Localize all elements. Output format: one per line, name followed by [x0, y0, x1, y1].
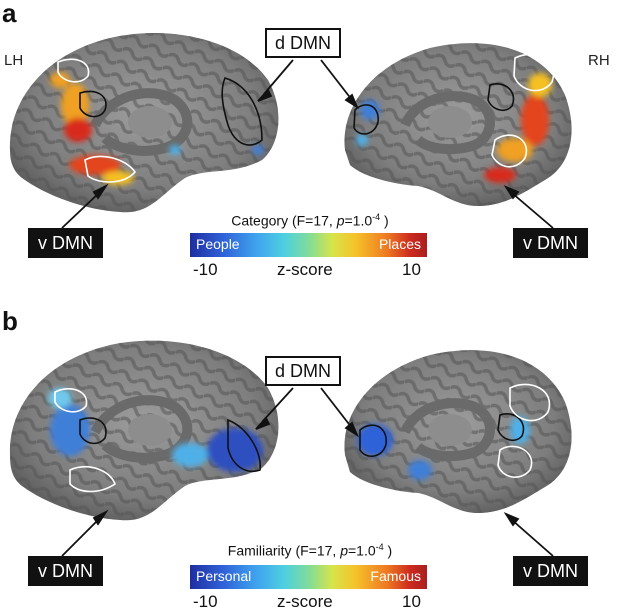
- panel-b-letter: b: [2, 306, 18, 336]
- panel-b-ventral-dmn-right-label: v DMN: [513, 556, 588, 586]
- panel-a-colorbar-unit: z-score: [277, 260, 333, 279]
- brain-b-left: [9, 340, 279, 521]
- panel-b-colorbar-title: Familiarity (F=17, p=1.0-4 ): [227, 542, 393, 559]
- panel-a-colorbar-right-end: Places: [378, 236, 421, 252]
- brain-a-right: [344, 43, 572, 207]
- right-hemisphere-label: RH: [588, 52, 610, 69]
- panel-b-colorbar-unit: z-score: [277, 592, 333, 611]
- panel-a-colorbar-title: Category (F=17, p=1.0-4 ): [231, 212, 389, 229]
- panel-b-ventral-dmn-left-label: v DMN: [28, 556, 103, 586]
- panel-b-colorbar-right-end: Famous: [370, 568, 421, 584]
- panel-a-ventral-dmn-left-label: v DMN: [28, 228, 103, 258]
- panel-a-colorbar-left-end: People: [196, 236, 240, 252]
- left-hemisphere-label: LH: [4, 52, 24, 69]
- panel-b-colorbar-min: -10: [193, 592, 218, 611]
- panel-a-colorbar-min: -10: [193, 260, 218, 279]
- panel-a-colorbar: People Places: [190, 233, 427, 257]
- panel-b-dorsal-dmn-label: d DMN: [265, 356, 342, 386]
- panel-b-colorbar-max: 10: [402, 592, 421, 611]
- panel-b-colorbar: Personal Famous: [190, 565, 427, 589]
- panel-a-ventral-dmn-right-label: v DMN: [513, 228, 588, 258]
- panel-a-dorsal-dmn-label: d DMN: [265, 28, 342, 58]
- panel-a-colorbar-max: 10: [402, 260, 421, 279]
- panel-b-colorbar-left-end: Personal: [196, 568, 252, 584]
- panel-a-letter: a: [2, 0, 17, 28]
- arrows: [61, 59, 554, 557]
- brain-b-right: [344, 350, 572, 514]
- brain-a-left: [9, 33, 279, 213]
